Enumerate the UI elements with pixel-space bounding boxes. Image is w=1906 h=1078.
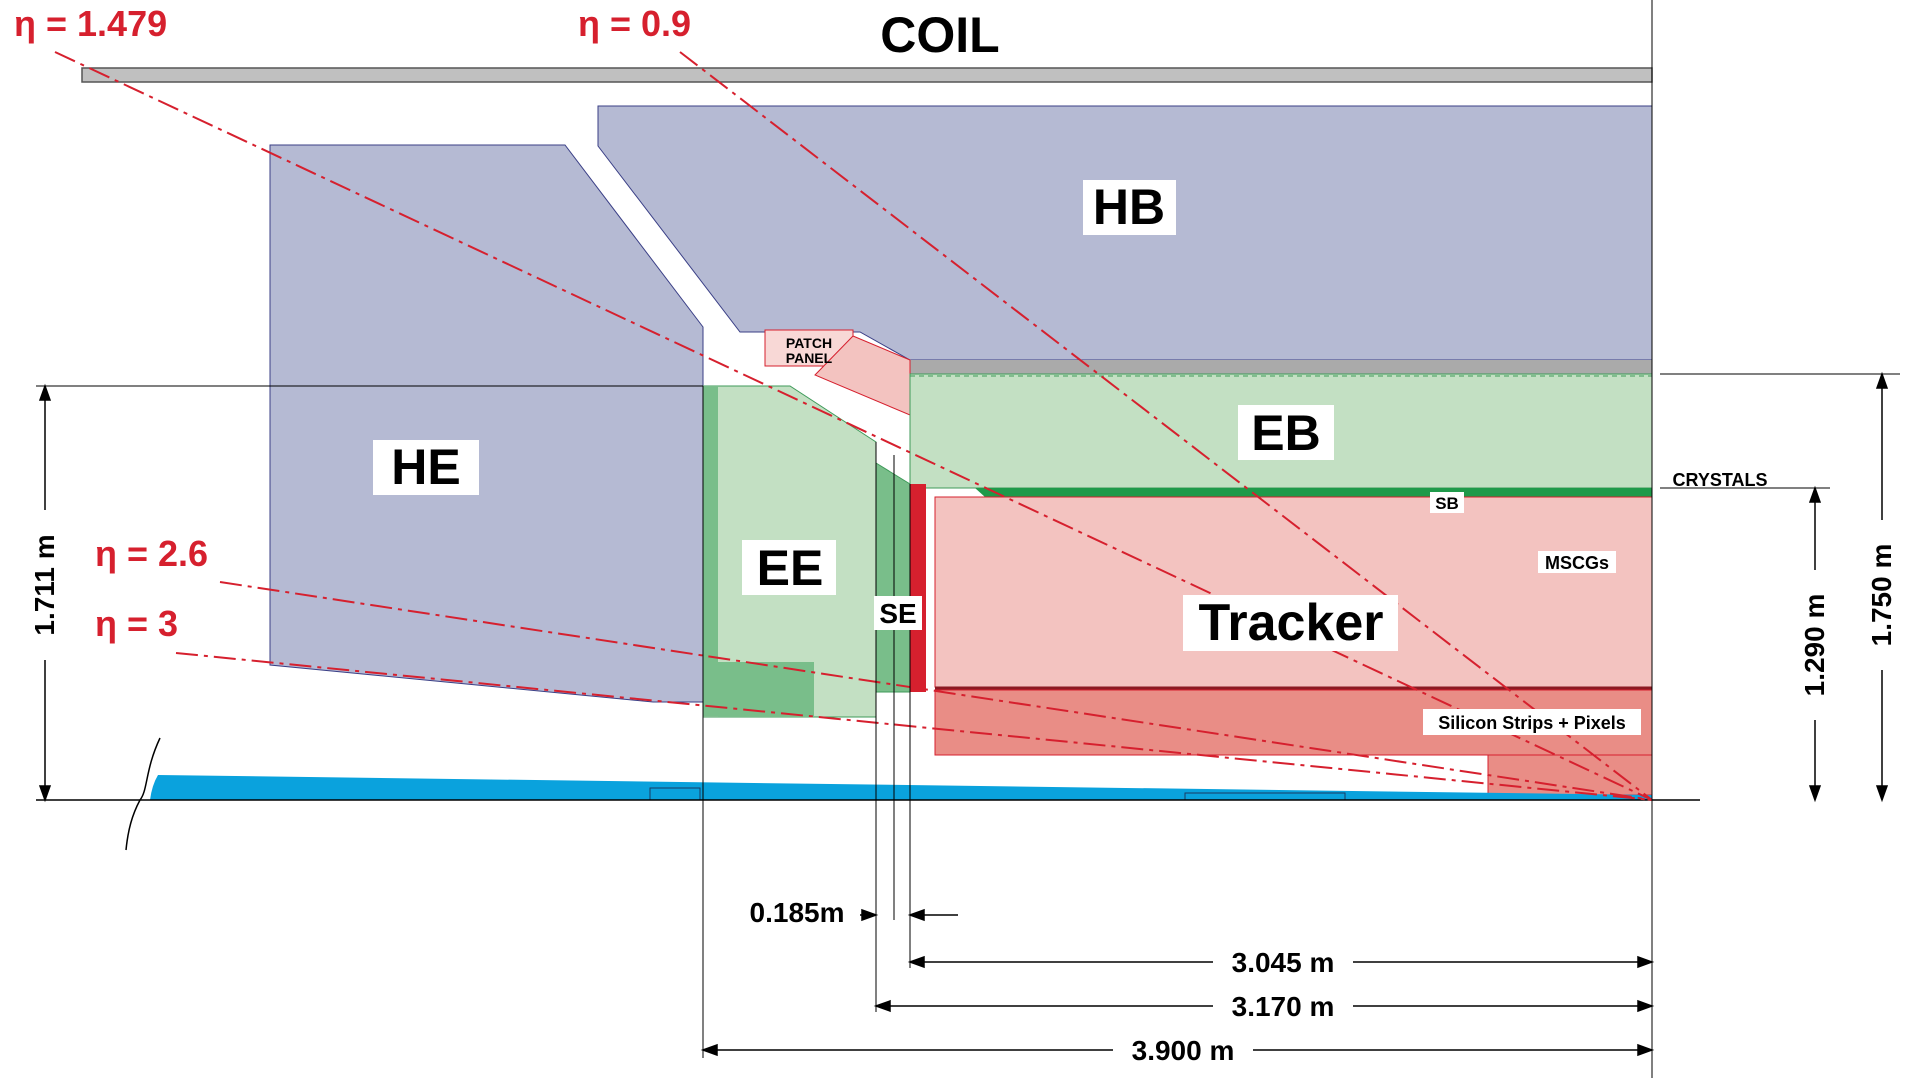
- dim-1290-head-bottom: [1808, 785, 1822, 803]
- eb-label-bg: [1238, 405, 1334, 460]
- dim-3045-head-right: [1637, 955, 1655, 969]
- dim-1750-label: 1.750 m: [1866, 544, 1897, 647]
- dim-3900-head-left: [700, 1043, 718, 1057]
- se-absorber: [910, 484, 926, 692]
- dim-1711-bg: [28, 510, 62, 660]
- vertical-guides: [36, 0, 1900, 1078]
- eta-1479-line: [54, 51, 1653, 801]
- dim-3045-bg: [1213, 945, 1353, 981]
- label-backgrounds: [28, 180, 1899, 1069]
- he-label-bg: [373, 440, 479, 495]
- eta-1479-label: η = 1.479: [14, 3, 167, 44]
- ee-label-bg: [742, 540, 836, 595]
- eta-26-line: [219, 581, 1653, 801]
- se-label-bg: [874, 596, 922, 630]
- tracker-region: [934, 496, 1653, 688]
- dim-3900-head-right: [1637, 1043, 1655, 1057]
- dim-3170-head-left: [873, 999, 891, 1013]
- eta-3-line: [175, 652, 1653, 801]
- eta-lines: [54, 51, 1653, 801]
- dim-1290-head-top: [1808, 485, 1822, 503]
- dim-3045-label: 3.045 m: [1232, 947, 1335, 978]
- dim-3170-label: 3.170 m: [1232, 991, 1335, 1022]
- eta-3-label: η = 3: [95, 603, 178, 644]
- ee-label: EE: [757, 540, 824, 596]
- sb-label: SB: [1435, 494, 1459, 513]
- dim-1290-label: 1.290 m: [1799, 594, 1830, 697]
- tracker-label-bg: [1183, 595, 1398, 651]
- dim-1750-bg: [1865, 520, 1899, 670]
- beampipe: [150, 775, 1652, 800]
- dim-3170-bg: [1213, 989, 1353, 1025]
- dim-3045-head-left: [907, 955, 925, 969]
- dim-3900-bg: [1113, 1033, 1253, 1069]
- hb-ecal-gap: [910, 360, 1652, 374]
- eta-26-label: η = 2.6: [95, 533, 208, 574]
- dim-1711-head-top: [38, 383, 52, 401]
- se-label: SE: [879, 598, 916, 629]
- dim-1711-label: 1.711 m: [29, 534, 60, 635]
- eb-label: EB: [1251, 405, 1320, 461]
- dim-1290-bg: [1798, 570, 1832, 720]
- hb-label-bg: [1083, 180, 1176, 235]
- he-label: HE: [391, 439, 460, 495]
- silicon-label: Silicon Strips + Pixels: [1438, 713, 1626, 733]
- eta-09-label: η = 0.9: [578, 3, 691, 44]
- dim-0185-head-right: [907, 908, 925, 922]
- dim-0185-label: 0.185m: [750, 897, 845, 928]
- dim-3900-label: 3.900 m: [1132, 1035, 1235, 1066]
- dim-0185-head-left: [861, 908, 879, 922]
- beampipe-flange-right: [1184, 792, 1346, 801]
- dim-1711-head-bottom: [38, 785, 52, 803]
- he-region: [269, 144, 704, 703]
- mscgs-label: MSCGs: [1545, 553, 1609, 573]
- tracker-label: Tracker: [1198, 594, 1383, 652]
- dim-1750-head-bottom: [1875, 785, 1889, 803]
- coil-bar: [81, 67, 1653, 83]
- eta-09-line: [679, 51, 1653, 801]
- dim-0185-bg: [738, 892, 856, 932]
- crystals-label: CRYSTALS: [1672, 470, 1767, 490]
- dim-3170-head-right: [1637, 999, 1655, 1013]
- sb-label-bg: [1430, 492, 1464, 513]
- se-preshower: [875, 462, 911, 693]
- eb-crystal-front: [975, 488, 1652, 497]
- hb-label: HB: [1093, 179, 1165, 235]
- mscgs-label-bg: [1538, 551, 1616, 573]
- beampipe-flange-left: [649, 787, 701, 801]
- patch-panel-label-line2: PANEL: [786, 350, 833, 366]
- patch-panel-label-line1: PATCH: [786, 335, 832, 351]
- ee-front-strip: [703, 386, 718, 716]
- silicon-label-bg: [1423, 709, 1641, 735]
- dim-1750-head-top: [1875, 371, 1889, 389]
- coil-label: COIL: [880, 7, 999, 63]
